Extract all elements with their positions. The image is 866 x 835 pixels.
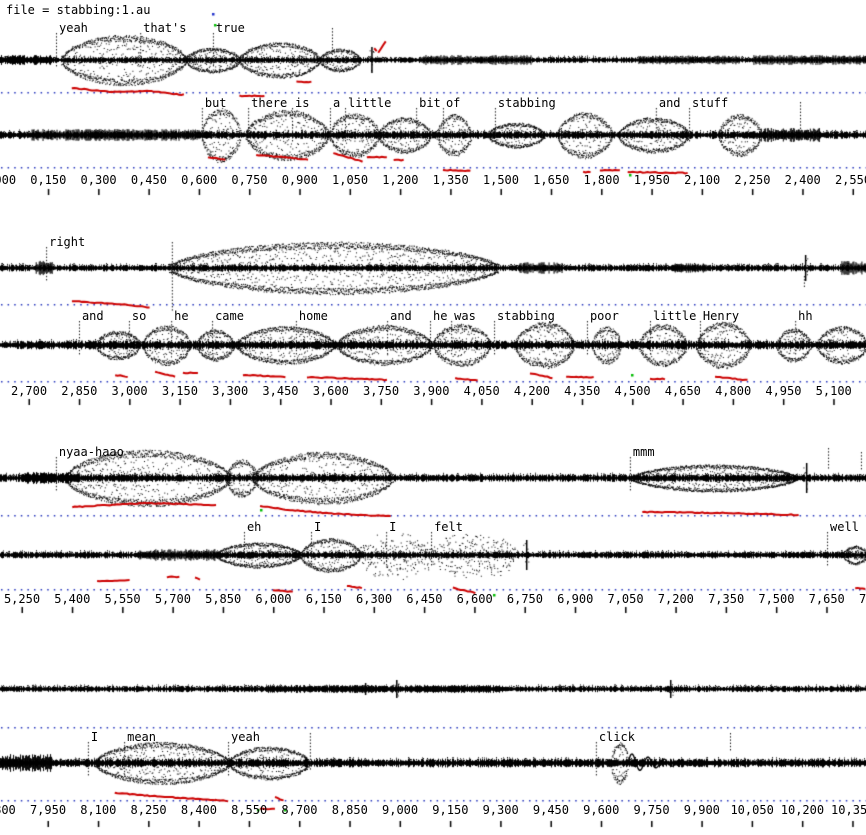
file-path-label: file = stabbing:1.au [6,3,151,17]
panel-2-region[interactable] [0,225,866,410]
panel-1-region[interactable] [0,0,866,200]
panel-3-region[interactable] [0,435,866,618]
panel-4-region[interactable] [0,660,866,835]
